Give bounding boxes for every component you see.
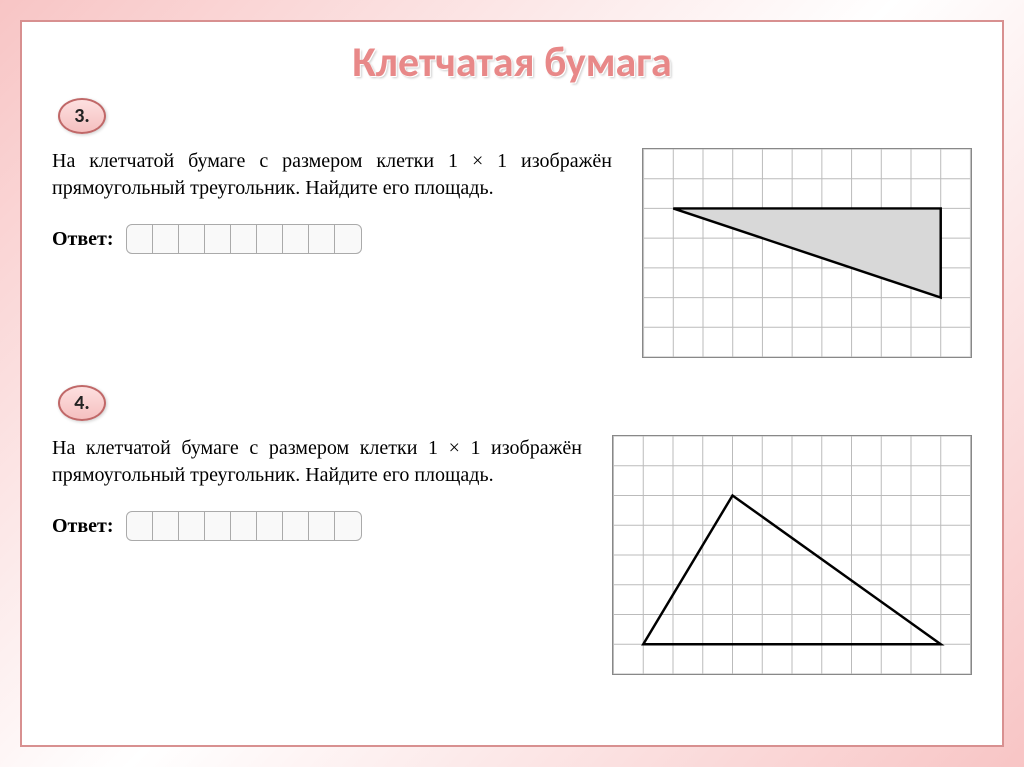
answer-cell [153,512,179,540]
answer-cell [257,225,283,253]
answer-cell [335,512,361,540]
problem-row: На клетчатой бумаге с размером клетки 1 … [52,435,972,680]
answer-cell [179,512,205,540]
problem-figure-wrap [612,435,972,680]
answer-row: Ответ: [52,224,612,254]
problem-left: На клетчатой бумаге с размером клетки 1 … [52,435,582,541]
answer-cell [127,512,153,540]
answer-cell [309,512,335,540]
problem-text: На клетчатой бумаге с размером клетки 1 … [52,148,612,202]
answer-cell [335,225,361,253]
answer-cell [205,225,231,253]
answer-row: Ответ: [52,511,582,541]
page-title: Клетчатая бумага [52,37,972,88]
problem-left: На клетчатой бумаге с размером клетки 1 … [52,148,612,254]
problem-text: На клетчатой бумаге с размером клетки 1 … [52,435,582,489]
answer-cell [153,225,179,253]
answer-boxes [126,511,362,541]
answer-label: Ответ: [52,515,114,538]
answer-cell [127,225,153,253]
answer-cell [309,225,335,253]
answer-cell [205,512,231,540]
slide-frame: Клетчатая бумага 3. На клетчатой бумаге … [20,20,1004,747]
answer-boxes [126,224,362,254]
answer-cell [179,225,205,253]
answer-cell [283,512,309,540]
answer-cell [231,512,257,540]
problems-container: 3. На клетчатой бумаге с размером клетки… [52,98,972,680]
grid-figure [642,148,972,358]
problem-figure-wrap [642,148,972,363]
answer-cell [283,225,309,253]
problem-row: На клетчатой бумаге с размером клетки 1 … [52,148,972,363]
answer-cell [257,512,283,540]
problem-number-badge: 4. [58,385,106,421]
answer-label: Ответ: [52,228,114,251]
answer-cell [231,225,257,253]
grid-figure [612,435,972,675]
problem-number-badge: 3. [58,98,106,134]
